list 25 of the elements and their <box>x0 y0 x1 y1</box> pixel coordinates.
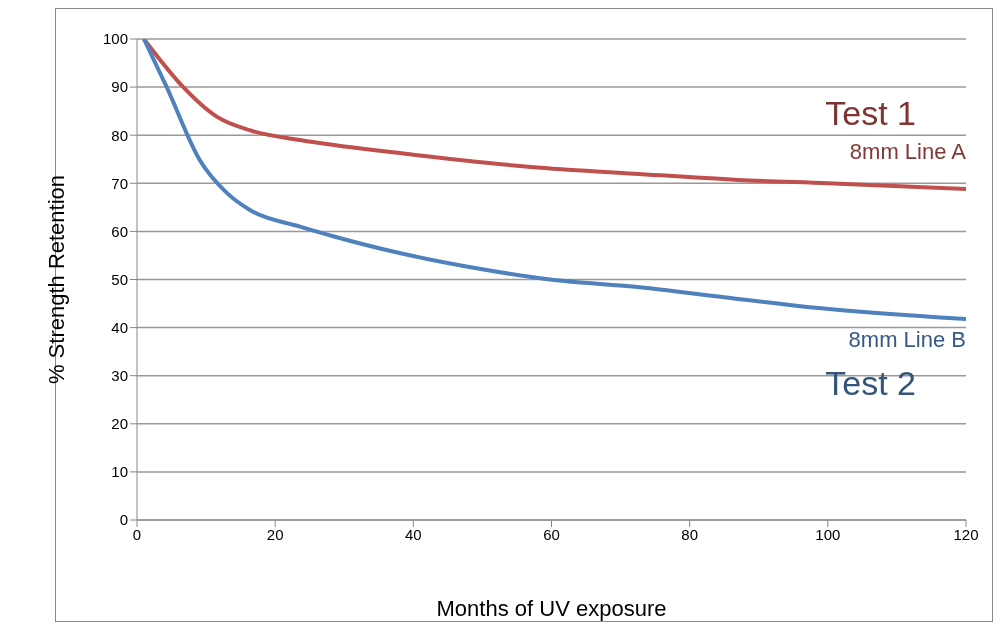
y-tick-label: 10 <box>111 463 128 481</box>
x-axis-title: Months of UV exposure <box>436 595 667 621</box>
x-tick-label: 40 <box>404 525 422 543</box>
y-tick-label: 30 <box>111 367 128 385</box>
series-label: 8mm Line A <box>849 139 966 166</box>
y-tick-label: 20 <box>111 415 128 433</box>
annotation: Test 2 <box>825 363 916 403</box>
y-tick-label: 90 <box>111 78 128 96</box>
y-tick-label: 100 <box>102 30 128 48</box>
x-tick-label: 80 <box>681 525 699 543</box>
x-tick-label: 20 <box>266 525 284 543</box>
line-series <box>141 39 966 321</box>
x-tick-label: 60 <box>543 525 560 543</box>
series-label: 8mm Line B <box>848 326 966 353</box>
y-tick-label: 70 <box>111 174 128 192</box>
y-tick-label: 50 <box>111 270 128 288</box>
y-tick-label: 0 <box>119 511 128 529</box>
y-tick-label: 60 <box>111 222 128 240</box>
y-axis-title: % Strength Retention <box>43 174 69 385</box>
x-tick-label: 0 <box>132 525 142 543</box>
x-tick-label: 100 <box>815 525 841 543</box>
y-tick-label: 80 <box>111 126 128 144</box>
y-tick-label: 40 <box>111 318 128 336</box>
x-tick-label: 120 <box>953 525 979 543</box>
annotation: Test 1 <box>825 94 916 134</box>
